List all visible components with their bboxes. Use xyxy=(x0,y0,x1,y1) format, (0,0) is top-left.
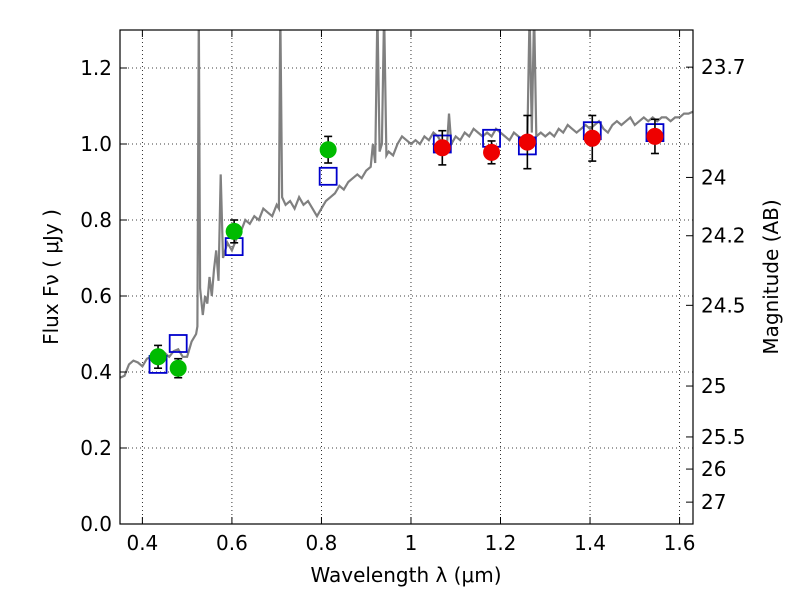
right-tick-label: 26 xyxy=(701,457,726,481)
right-tick-label: 24.2 xyxy=(701,224,746,248)
y-axis-label-right: Magnitude (AB) xyxy=(759,199,783,354)
x-tick-label: 1.2 xyxy=(485,531,517,555)
observed-data-point xyxy=(149,348,167,366)
x-tick-label: 1.6 xyxy=(664,531,696,555)
y-tick-label: 0.4 xyxy=(80,360,112,384)
right-tick-label: 25 xyxy=(701,374,726,398)
x-tick-label: 1 xyxy=(405,531,418,555)
y-tick-label: 1.2 xyxy=(80,56,112,80)
plot-frame xyxy=(119,29,694,525)
y-tick-label: 0.8 xyxy=(80,208,112,232)
spectrum-line xyxy=(120,30,693,379)
observed-data-point xyxy=(319,141,337,159)
x-tick-label: 1.4 xyxy=(574,531,606,555)
right-tick-label: 27 xyxy=(701,490,726,514)
y-tick-label: 0.0 xyxy=(80,512,112,536)
y-tick-label: 0.6 xyxy=(80,284,112,308)
x-tick-label: 0.4 xyxy=(126,531,158,555)
observed-data-point xyxy=(169,359,187,377)
observed-data-point xyxy=(583,129,601,147)
right-tick-label: 24 xyxy=(701,165,726,189)
model-photometry-square xyxy=(318,166,338,186)
observed-data-point xyxy=(483,143,501,161)
grid-lines xyxy=(120,30,693,525)
x-axis-label: Wavelength λ (μm) xyxy=(310,563,501,587)
x-tick-label: 0.6 xyxy=(216,531,248,555)
model-photometry-square xyxy=(168,334,188,353)
x-tick-label: 0.8 xyxy=(306,531,338,555)
axis-ticks: 0.4 0.6 0.8 1 1.2 1.4 1.6 0.0 0.2 0.4 0.6 0.8 1.0 1.2… xyxy=(80,30,746,555)
plot-area xyxy=(120,30,693,379)
right-tick-label: 25.5 xyxy=(701,425,746,449)
y-tick-label: 0.2 xyxy=(80,436,112,460)
observed-data-point xyxy=(518,133,536,151)
right-tick-label: 24.5 xyxy=(701,293,746,317)
observed-data-point xyxy=(646,127,664,145)
observed-data-point xyxy=(433,139,451,157)
y-axis-label: Flux Fν ( μJy ) xyxy=(39,209,63,345)
right-tick-label: 23.7 xyxy=(701,55,746,79)
y-tick-label: 1.0 xyxy=(80,132,112,156)
observed-data-point xyxy=(225,222,243,240)
